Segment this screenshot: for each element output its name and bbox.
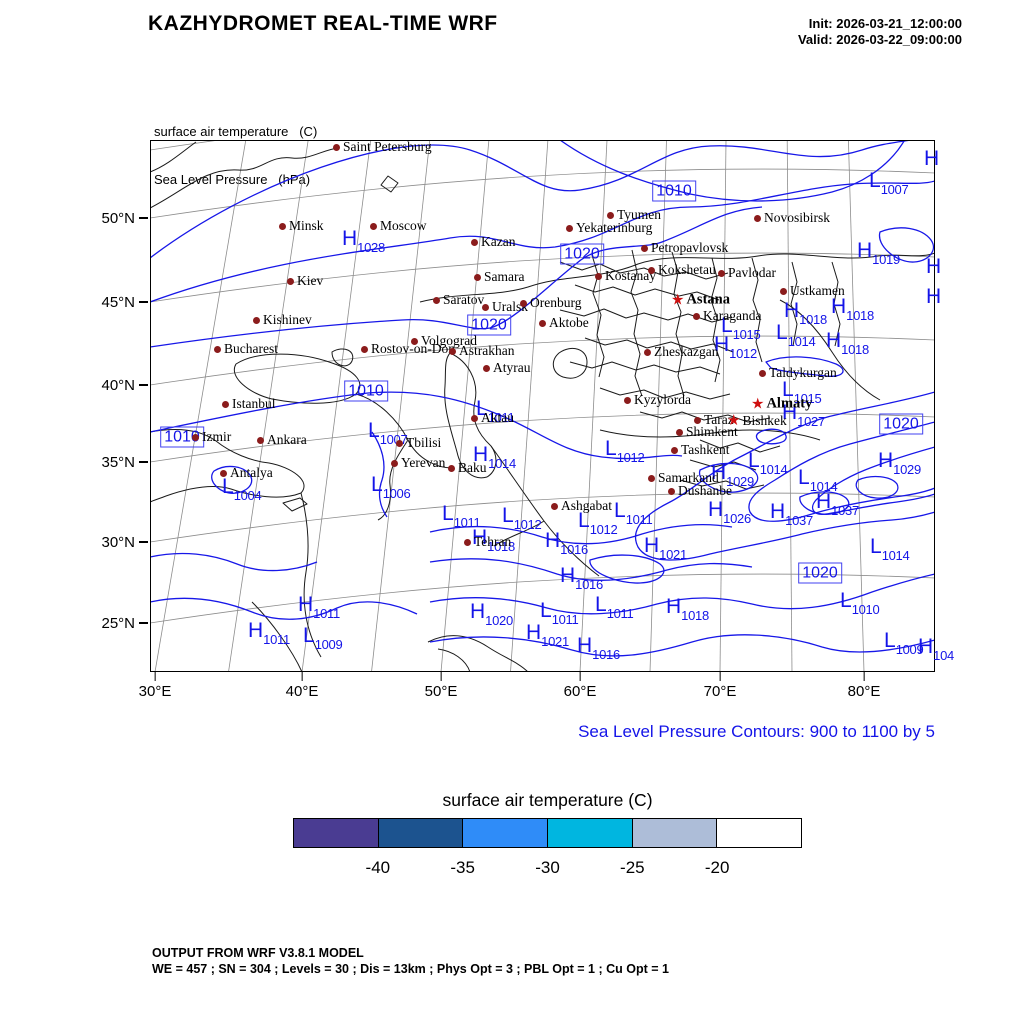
longitude-tick-label: 50°E [424,683,458,700]
model-output-info: OUTPUT FROM WRF V3.8.1 MODEL WE = 457 ; … [152,945,669,977]
colorbar-swatch [547,819,632,847]
pressure-value: 104 [933,648,954,663]
colorbar-swatch [377,819,463,847]
field-labels: surface air temperature (C) Sea Level Pr… [154,92,317,220]
model-version-line: OUTPUT FROM WRF V3.8.1 MODEL [152,946,364,960]
colorbar-tick-label: -35 [450,858,475,877]
tick-mark [579,672,581,681]
longitude-tick-label: 60°E [563,683,597,700]
longitude-tick: 40°E [285,672,319,700]
tick-mark [139,217,148,219]
model-config-line: WE = 457 ; SN = 304 ; Levels = 30 ; Dis … [152,962,669,976]
tick-mark [139,384,148,386]
colorbar-title: surface air temperature (C) [442,790,653,810]
longitude-tick: 70°E [703,672,737,700]
latitude-tick: 50°N [86,209,148,227]
latitude-tick-label: 50°N [101,209,135,227]
page-title: KAZHYDROMET REAL-TIME WRF [148,12,498,35]
latitude-tick-label: 30°N [101,533,135,551]
latitude-tick: 35°N [86,453,148,471]
field-label-pressure: Sea Level Pressure (hPa) [154,172,311,187]
map-frame [150,140,935,672]
basemap-svg [150,140,935,672]
init-time: Init: 2026-03-21_12:00:00 [808,16,962,31]
latitude-tick-label: 35°N [101,453,135,471]
colorbar-swatch [631,819,717,847]
latitude-tick: 45°N [86,293,148,311]
colorbar-tick-label: -40 [365,858,391,877]
longitude-tick: 80°E [847,672,881,700]
latitude-tick: 30°N [86,533,148,551]
run-times: Init: 2026-03-21_12:00:00 Valid: 2026-03… [798,16,962,48]
longitude-tick-label: 30°E [138,683,172,700]
colorbar-swatch [294,819,378,847]
latitude-tick: 40°N [86,376,148,394]
longitude-tick-label: 70°E [703,683,737,700]
field-label-temperature: surface air temperature (C) [154,124,318,139]
colorbar-tick-label: -25 [620,858,645,877]
latitude-tick-label: 40°N [101,376,135,394]
tick-mark [139,541,148,543]
longitude-tick: 50°E [424,672,458,700]
colorbar-tick-label: -30 [535,858,560,877]
longitude-tick-label: 80°E [847,683,881,700]
longitude-tick-label: 40°E [285,683,319,700]
contour-caption: Sea Level Pressure Contours: 900 to 1100… [578,722,935,741]
tick-mark [154,672,156,681]
tick-mark [301,672,303,681]
latitude-tick-label: 45°N [101,293,135,311]
colorbar-swatch [462,819,548,847]
tick-mark [139,301,148,303]
tick-mark [440,672,442,681]
coastline-borders [150,141,935,672]
valid-time: Valid: 2026-03-22_09:00:00 [797,32,962,47]
tick-mark [719,672,721,681]
colorbar [293,818,802,848]
pressure-contours [150,140,935,657]
tick-mark [139,622,148,624]
tick-mark [139,461,148,463]
longitude-tick: 60°E [563,672,597,700]
latitude-tick-label: 25°N [101,614,135,632]
longitude-tick: 30°E [138,672,172,700]
colorbar-swatch [716,819,802,847]
colorbar-tick-label: -20 [704,858,730,877]
latitude-tick: 25°N [86,614,148,632]
tick-mark [863,672,865,681]
